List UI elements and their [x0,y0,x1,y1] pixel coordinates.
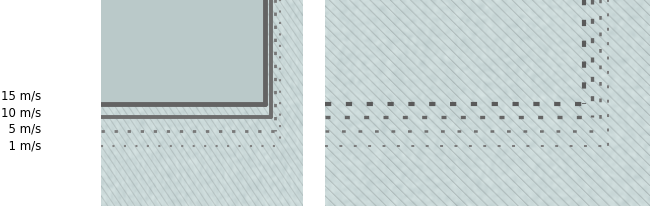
Text: 1 m/s: 1 m/s [325,139,365,152]
Text: 5 m/s: 5 m/s [1,122,42,135]
Text: 10 m/s: 10 m/s [1,106,42,119]
Text: 15 m/s: 15 m/s [325,89,365,102]
Text: 5 m/s: 5 m/s [325,122,365,135]
Text: 200 μm: 200 μm [350,54,393,63]
Text: 1 m/s: 1 m/s [1,139,42,152]
Bar [302,0,325,206]
Bar [0,0,101,206]
Text: 15 m/s: 15 m/s [1,89,42,102]
Text: 10 m/s: 10 m/s [325,106,365,119]
Bar [101,0,265,104]
Bar [350,19,426,34]
